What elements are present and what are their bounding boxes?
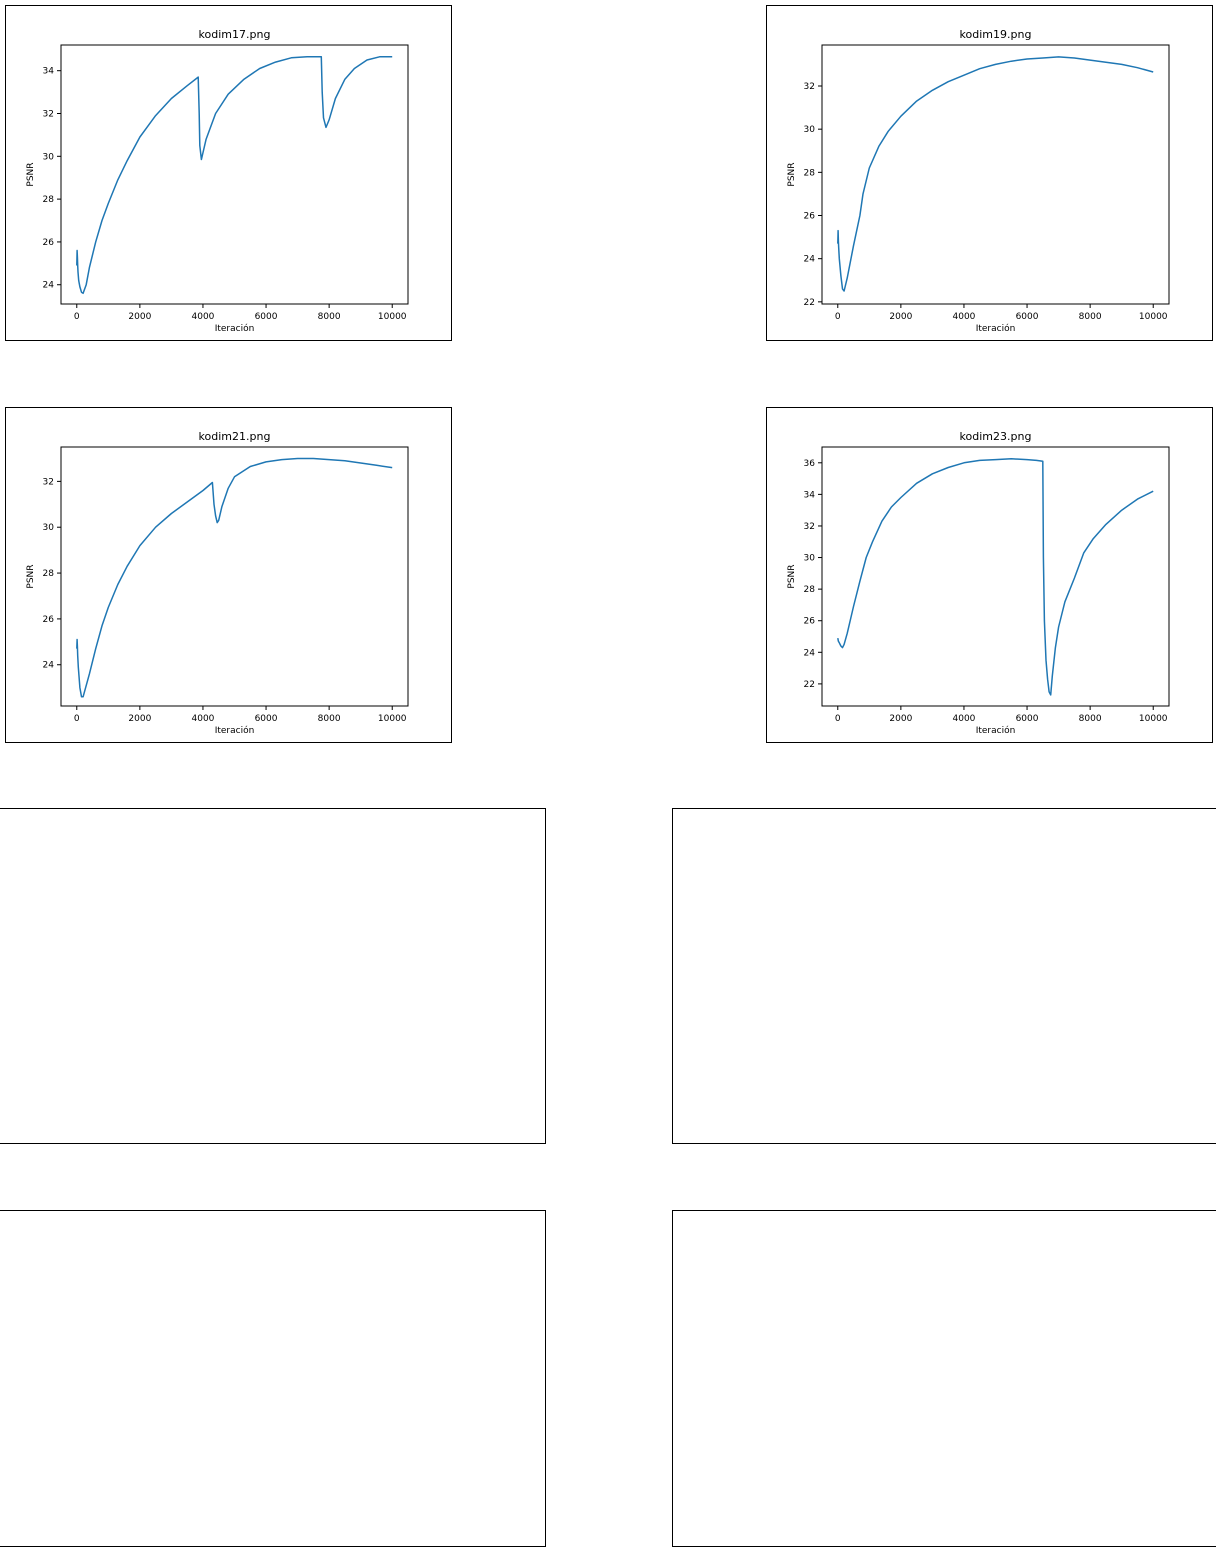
psnr-series-line <box>837 458 1154 696</box>
x-tick-label: 6000 <box>1016 312 1039 322</box>
chart-title: kodim23.png <box>960 430 1032 443</box>
y-tick-label: 22 <box>804 680 815 690</box>
chart-panel: 0 2000 4000 6000 8000 10000 24 26 28 30 32 kodim21.… <box>5 407 452 743</box>
psnr-series-line <box>837 56 1154 292</box>
y-tick-label: 26 <box>804 212 816 222</box>
x-tick-label: 8000 <box>318 714 341 724</box>
x-tick-label: 0 <box>74 714 80 724</box>
y-tick-label: 30 <box>43 152 55 162</box>
y-tick-label: 30 <box>804 125 816 135</box>
x-tick-label: 6000 <box>1016 714 1039 724</box>
x-tick-label: 2000 <box>128 312 151 322</box>
x-axis-label: Iteración <box>215 323 255 334</box>
x-tick-label: 8000 <box>1079 312 1102 322</box>
y-tick-label: 28 <box>804 168 816 178</box>
x-tick-label: 2000 <box>889 312 912 322</box>
x-tick-label: 0 <box>835 714 841 724</box>
x-tick-label: 6000 <box>255 714 278 724</box>
plot-area <box>821 446 1170 707</box>
x-axis-label: Iteración <box>976 323 1016 334</box>
chart-panel: 0 2000 4000 6000 8000 10000 24 26 28 30 32 34 kodim1… <box>5 5 452 341</box>
y-axis-label: PSNR <box>26 162 36 186</box>
x-tick-label: 0 <box>74 312 80 322</box>
y-tick-label: 26 <box>804 617 816 627</box>
chart-svg: 0 2000 4000 6000 8000 10000 24 26 28 30 32 34 kodim1… <box>26 28 409 334</box>
y-tick-label: 24 <box>43 281 55 291</box>
y-tick-label: 36 <box>804 459 816 469</box>
x-tick-label: 8000 <box>318 312 341 322</box>
x-axis-label: Iteración <box>215 725 255 736</box>
y-tick-label: 22 <box>804 298 815 308</box>
y-tick-label: 32 <box>43 109 54 119</box>
y-tick-label: 26 <box>43 238 55 248</box>
chart-panel: 0 2000 4000 6000 8000 10000 22 24 26 28 30 32 34 36 ko… <box>766 407 1213 743</box>
x-tick-label: 2000 <box>889 714 912 724</box>
y-axis-label: PSNR <box>787 564 797 588</box>
x-tick-label: 8000 <box>1079 714 1102 724</box>
y-tick-label: 30 <box>43 523 55 533</box>
empty-panel <box>0 1210 546 1547</box>
empty-panel <box>672 1210 1216 1547</box>
y-tick-label: 28 <box>804 585 816 595</box>
plot-area <box>60 446 409 707</box>
y-tick-label: 32 <box>804 82 815 92</box>
x-tick-label: 4000 <box>192 312 215 322</box>
x-tick-label: 10000 <box>1139 714 1168 724</box>
x-tick-label: 4000 <box>953 714 976 724</box>
chart-svg: 0 2000 4000 6000 8000 10000 22 24 26 28 30 32 kodim1… <box>787 28 1170 334</box>
chart-title: kodim21.png <box>199 430 271 443</box>
x-tick-label: 10000 <box>378 714 407 724</box>
y-tick-label: 26 <box>43 615 55 625</box>
x-tick-label: 4000 <box>953 312 976 322</box>
psnr-series-line <box>76 56 393 295</box>
y-tick-label: 30 <box>804 554 816 564</box>
y-tick-label: 24 <box>804 648 816 658</box>
plot-area <box>821 44 1170 305</box>
y-tick-label: 34 <box>804 490 816 500</box>
psnr-series-line <box>76 457 393 698</box>
y-tick-label: 34 <box>43 67 55 77</box>
x-tick-label: 2000 <box>128 714 151 724</box>
y-axis-label: PSNR <box>787 162 797 186</box>
y-tick-label: 32 <box>43 477 54 487</box>
y-axis-label: PSNR <box>26 564 36 588</box>
empty-panel <box>672 808 1216 1144</box>
x-tick-label: 10000 <box>378 312 407 322</box>
y-tick-label: 32 <box>804 522 815 532</box>
chart-title: kodim19.png <box>960 28 1032 41</box>
chart-title: kodim17.png <box>199 28 271 41</box>
y-tick-label: 24 <box>43 661 55 671</box>
empty-panel <box>0 808 546 1144</box>
chart-panel: 0 2000 4000 6000 8000 10000 22 24 26 28 30 32 kodim1… <box>766 5 1213 341</box>
x-tick-label: 6000 <box>255 312 278 322</box>
chart-svg: 0 2000 4000 6000 8000 10000 22 24 26 28 30 32 34 36 ko… <box>787 430 1170 736</box>
y-tick-label: 28 <box>43 195 55 205</box>
y-tick-label: 24 <box>804 255 816 265</box>
plot-area <box>60 44 409 305</box>
x-tick-label: 10000 <box>1139 312 1168 322</box>
y-tick-label: 28 <box>43 569 55 579</box>
x-tick-label: 0 <box>835 312 841 322</box>
x-tick-label: 4000 <box>192 714 215 724</box>
chart-svg: 0 2000 4000 6000 8000 10000 24 26 28 30 32 kodim21.… <box>26 430 409 736</box>
x-axis-label: Iteración <box>976 725 1016 736</box>
